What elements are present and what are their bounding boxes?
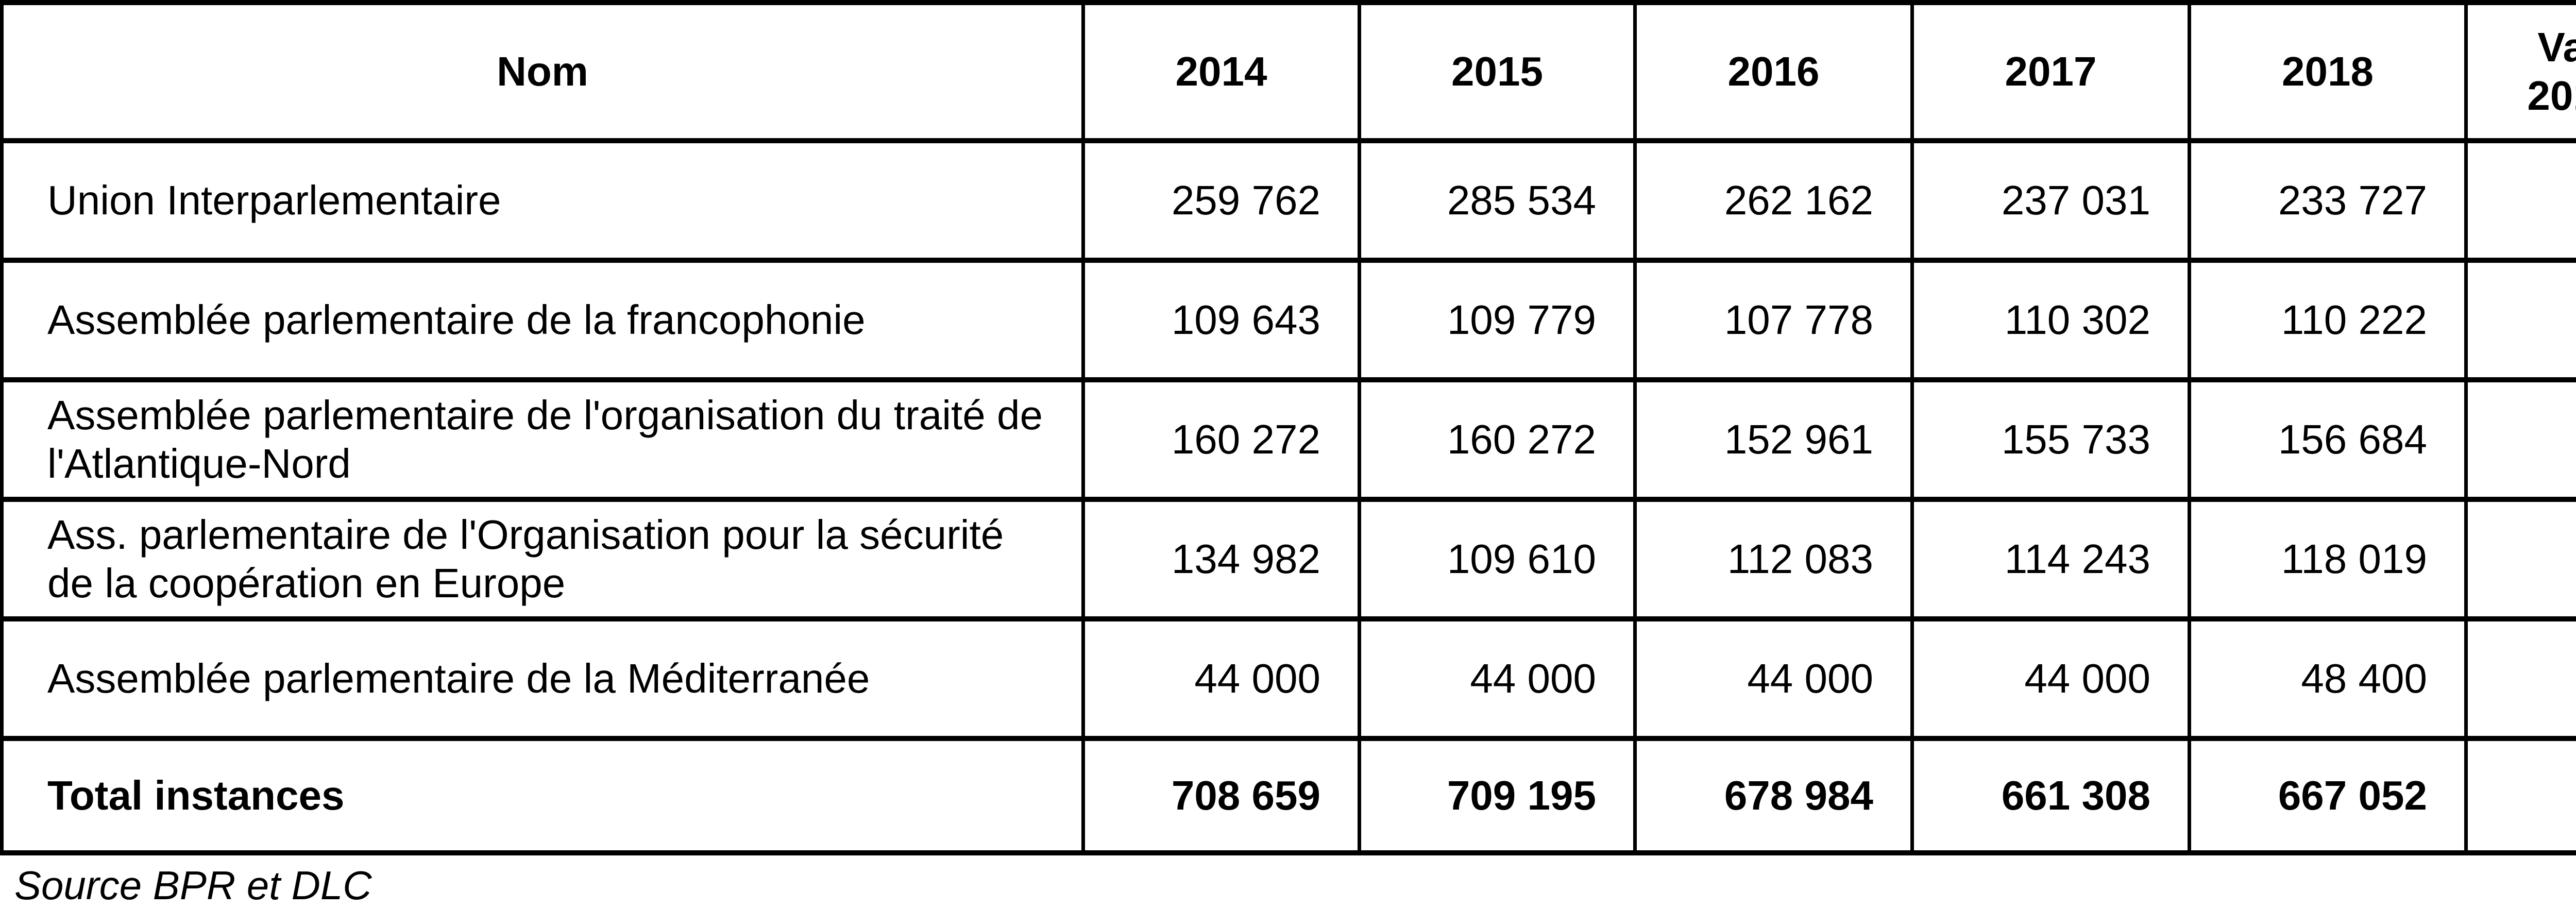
total-2017: 661 308 bbox=[1912, 738, 2190, 853]
source-note: Source BPR et DLC bbox=[0, 855, 2576, 908]
column-header-2015: 2015 bbox=[1360, 3, 1635, 141]
value-2015: 109 779 bbox=[1360, 260, 1635, 380]
value-2018: 118 019 bbox=[2190, 499, 2466, 619]
total-row: Total instances 708 659 709 195 678 984 … bbox=[2, 738, 2576, 853]
total-2014: 708 659 bbox=[1083, 738, 1360, 853]
value-2017: 110 302 bbox=[1912, 260, 2190, 380]
value-2016: 262 162 bbox=[1635, 141, 1912, 260]
table-row: Union Interparlementaire 259 762 285 534… bbox=[2, 141, 2576, 260]
org-name: Ass. parlementaire de l'Organisation pou… bbox=[2, 499, 1083, 619]
column-header-2017: 2017 bbox=[1912, 3, 2190, 141]
column-header-nom: Nom bbox=[2, 3, 1083, 141]
value-variation: 0,61% bbox=[2466, 380, 2576, 499]
variation-header-line2: 2018/2017 bbox=[2468, 72, 2576, 120]
value-2017: 114 243 bbox=[1912, 499, 2190, 619]
value-variation: -1,39% bbox=[2466, 141, 2576, 260]
value-2018: 48 400 bbox=[2190, 619, 2466, 738]
value-variation: -0,07% bbox=[2466, 260, 2576, 380]
value-2014: 44 000 bbox=[1083, 619, 1360, 738]
value-2015: 160 272 bbox=[1360, 380, 1635, 499]
value-2014: 259 762 bbox=[1083, 141, 1360, 260]
table-row: Assemblée parlementaire de la francophon… bbox=[2, 260, 2576, 380]
table-row: Assemblée parlementaire de l'organisatio… bbox=[2, 380, 2576, 499]
value-2015: 285 534 bbox=[1360, 141, 1635, 260]
value-variation: 3,31% bbox=[2466, 499, 2576, 619]
column-header-2016: 2016 bbox=[1635, 3, 1912, 141]
header-row: Nom 2014 2015 2016 2017 2018 Variation 2… bbox=[2, 3, 2576, 141]
org-name: Assemblée parlementaire de la Méditerran… bbox=[2, 619, 1083, 738]
value-2017: 155 733 bbox=[1912, 380, 2190, 499]
value-2014: 134 982 bbox=[1083, 499, 1360, 619]
value-2015: 44 000 bbox=[1360, 619, 1635, 738]
table-row: Assemblée parlementaire de la Méditerran… bbox=[2, 619, 2576, 738]
value-2018: 156 684 bbox=[2190, 380, 2466, 499]
value-2015: 109 610 bbox=[1360, 499, 1635, 619]
total-2018: 667 052 bbox=[2190, 738, 2466, 853]
value-variation: 10,00% bbox=[2466, 619, 2576, 738]
org-name: Assemblée parlementaire de l'organisatio… bbox=[2, 380, 1083, 499]
value-2014: 160 272 bbox=[1083, 380, 1360, 499]
value-2014: 109 643 bbox=[1083, 260, 1360, 380]
column-header-2014: 2014 bbox=[1083, 3, 1360, 141]
total-label: Total instances bbox=[2, 738, 1083, 853]
total-2016: 678 984 bbox=[1635, 738, 1912, 853]
value-2016: 44 000 bbox=[1635, 619, 1912, 738]
instances-budget-table: Nom 2014 2015 2016 2017 2018 Variation 2… bbox=[0, 0, 2576, 855]
column-header-2018: 2018 bbox=[2190, 3, 2466, 141]
column-header-variation: Variation 2018/2017 bbox=[2466, 3, 2576, 141]
variation-header-line1: Variation bbox=[2468, 23, 2576, 72]
value-2016: 112 083 bbox=[1635, 499, 1912, 619]
value-2016: 152 961 bbox=[1635, 380, 1912, 499]
value-2018: 233 727 bbox=[2190, 141, 2466, 260]
value-2017: 237 031 bbox=[1912, 141, 2190, 260]
total-variation: 0,87% bbox=[2466, 738, 2576, 853]
org-name: Assemblée parlementaire de la francophon… bbox=[2, 260, 1083, 380]
table-row: Ass. parlementaire de l'Organisation pou… bbox=[2, 499, 2576, 619]
value-2016: 107 778 bbox=[1635, 260, 1912, 380]
value-2018: 110 222 bbox=[2190, 260, 2466, 380]
org-name: Union Interparlementaire bbox=[2, 141, 1083, 260]
total-2015: 709 195 bbox=[1360, 738, 1635, 853]
value-2017: 44 000 bbox=[1912, 619, 2190, 738]
